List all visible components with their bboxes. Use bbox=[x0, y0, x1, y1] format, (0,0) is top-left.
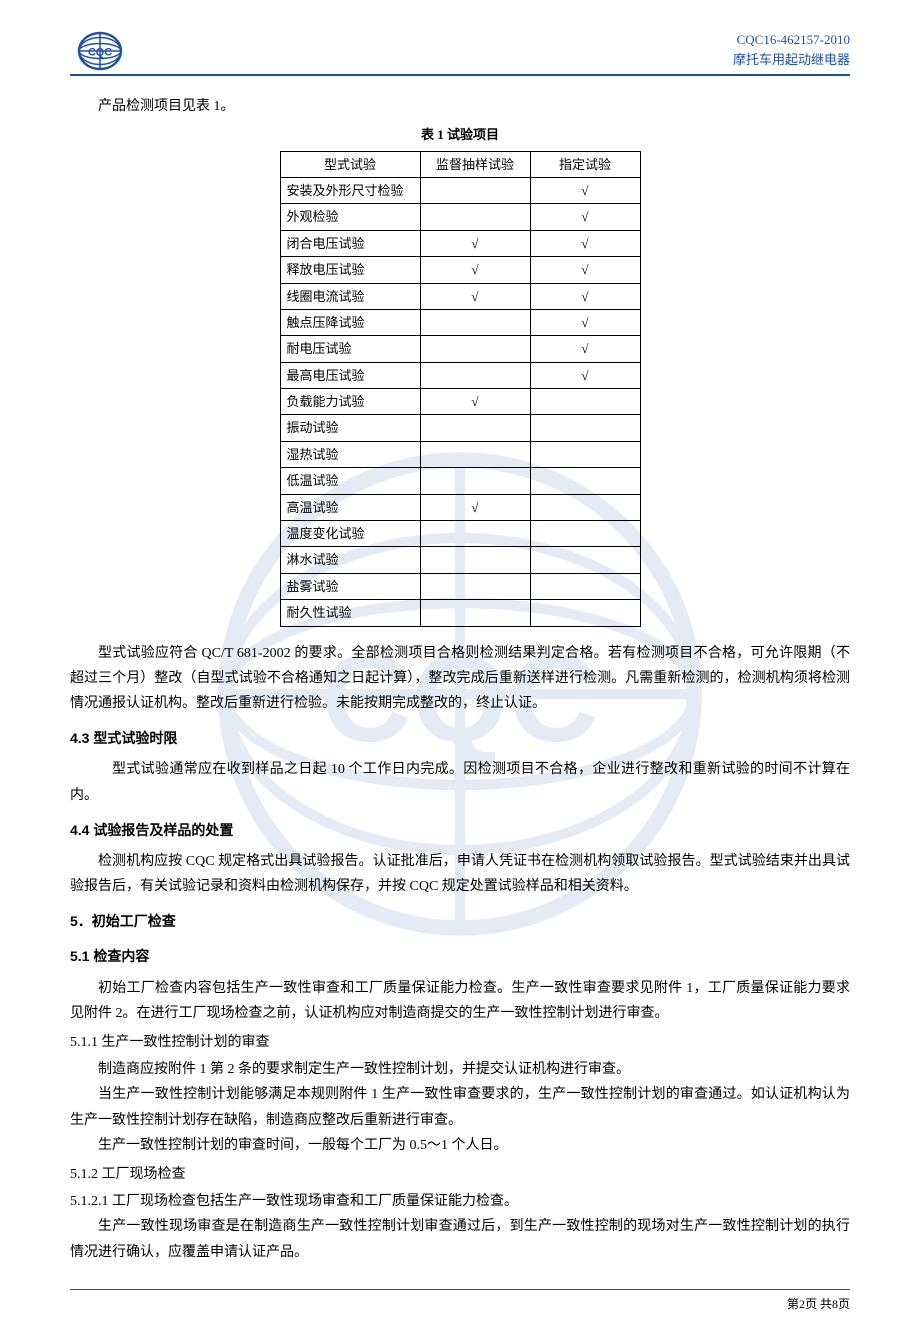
row-label: 安装及外形尺寸检验 bbox=[280, 177, 420, 203]
table-row: 线圈电流试验√√ bbox=[280, 283, 640, 309]
row-c3 bbox=[530, 521, 640, 547]
row-label: 低温试验 bbox=[280, 468, 420, 494]
row-c2: √ bbox=[420, 257, 530, 283]
table-row: 高温试验√ bbox=[280, 494, 640, 520]
row-label: 盐雾试验 bbox=[280, 573, 420, 599]
row-c2: √ bbox=[420, 389, 530, 415]
doc-code: CQC16-462157-2010 bbox=[733, 30, 850, 50]
table-row: 振动试验 bbox=[280, 415, 640, 441]
heading-5-1-1: 5.1.1 生产一致性控制计划的审查 bbox=[70, 1030, 850, 1055]
row-c2 bbox=[420, 362, 530, 388]
row-label: 高温试验 bbox=[280, 494, 420, 520]
page-number: 第2页 共8页 bbox=[70, 1294, 850, 1316]
para-4-3: 型式试验通常应在收到样品之日起 10 个工作日内完成。因检测项目不合格，企业进行… bbox=[70, 757, 850, 807]
para-5-1: 初始工厂检查内容包括生产一致性审查和工厂质量保证能力检查。生产一致性审查要求见附… bbox=[70, 976, 850, 1026]
heading-5-1-2: 5.1.2 工厂现场检查 bbox=[70, 1162, 850, 1187]
row-c3 bbox=[530, 389, 640, 415]
row-c3: √ bbox=[530, 309, 640, 335]
cqc-logo: CQC bbox=[70, 30, 130, 72]
page-header: CQC CQC16-462157-2010 摩托车用起动继电器 bbox=[70, 30, 850, 76]
row-c2: √ bbox=[420, 494, 530, 520]
table-row: 安装及外形尺寸检验 √ bbox=[280, 177, 640, 203]
row-label: 振动试验 bbox=[280, 415, 420, 441]
para-4-4: 检测机构应按 CQC 规定格式出具试验报告。认证批准后，申请人凭证书在检测机构领… bbox=[70, 849, 850, 899]
row-c3: √ bbox=[530, 336, 640, 362]
row-c3 bbox=[530, 415, 640, 441]
table-row: 淋水试验 bbox=[280, 547, 640, 573]
row-c3 bbox=[530, 600, 640, 626]
row-label: 触点压降试验 bbox=[280, 309, 420, 335]
table-row: 耐电压试验 √ bbox=[280, 336, 640, 362]
row-c3 bbox=[530, 573, 640, 599]
footer-rule bbox=[70, 1289, 850, 1290]
row-c2 bbox=[420, 468, 530, 494]
row-c2 bbox=[420, 600, 530, 626]
header-doc-info: CQC16-462157-2010 摩托车用起动继电器 bbox=[733, 30, 850, 69]
para-5-1-2-1: 生产一致性现场审查是在制造商生产一致性控制计划审查通过后，到生产一致性控制的现场… bbox=[70, 1214, 850, 1264]
th-col1: 型式试验 bbox=[280, 151, 420, 177]
th-col3: 指定试验 bbox=[530, 151, 640, 177]
row-label: 释放电压试验 bbox=[280, 257, 420, 283]
heading-4-4: 4.4 试验报告及样品的处置 bbox=[70, 818, 850, 843]
row-label: 淋水试验 bbox=[280, 547, 420, 573]
svg-text:CQC: CQC bbox=[88, 47, 112, 59]
row-c3 bbox=[530, 441, 640, 467]
table-row: 触点压降试验 √ bbox=[280, 309, 640, 335]
row-c3: √ bbox=[530, 204, 640, 230]
row-label: 负载能力试验 bbox=[280, 389, 420, 415]
table-row: 湿热试验 bbox=[280, 441, 640, 467]
table-row: 闭合电压试验√√ bbox=[280, 230, 640, 256]
row-c3: √ bbox=[530, 230, 640, 256]
para-5-1-1-c: 生产一致性控制计划的审查时间，一般每个工厂为 0.5～1 个人日。 bbox=[70, 1133, 850, 1158]
heading-5-1: 5.1 检查内容 bbox=[70, 944, 850, 969]
table-row: 低温试验 bbox=[280, 468, 640, 494]
row-label: 闭合电压试验 bbox=[280, 230, 420, 256]
row-c2: √ bbox=[420, 283, 530, 309]
row-c2 bbox=[420, 547, 530, 573]
row-c3 bbox=[530, 468, 640, 494]
para-type-test-req: 型式试验应符合 QC/T 681-2002 的要求。全部检测项目合格则检测结果判… bbox=[70, 641, 850, 717]
row-c3: √ bbox=[530, 177, 640, 203]
table-row: 外观检验 √ bbox=[280, 204, 640, 230]
row-c2: √ bbox=[420, 230, 530, 256]
table-header-row: 型式试验 监督抽样试验 指定试验 bbox=[280, 151, 640, 177]
table-caption: 表 1 试验项目 bbox=[70, 123, 850, 146]
table-row: 负载能力试验√ bbox=[280, 389, 640, 415]
row-c3: √ bbox=[530, 283, 640, 309]
heading-5-1-2-1: 5.1.2.1 工厂现场检查包括生产一致性现场审查和工厂质量保证能力检查。 bbox=[70, 1189, 850, 1214]
th-col2: 监督抽样试验 bbox=[420, 151, 530, 177]
row-c2 bbox=[420, 521, 530, 547]
doc-title: 摩托车用起动继电器 bbox=[733, 50, 850, 70]
row-label: 温度变化试验 bbox=[280, 521, 420, 547]
table-row: 耐久性试验 bbox=[280, 600, 640, 626]
row-c3 bbox=[530, 547, 640, 573]
table-row: 盐雾试验 bbox=[280, 573, 640, 599]
row-c2 bbox=[420, 415, 530, 441]
table-row: 温度变化试验 bbox=[280, 521, 640, 547]
row-c3: √ bbox=[530, 362, 640, 388]
table-row: 最高电压试验 √ bbox=[280, 362, 640, 388]
row-c2 bbox=[420, 204, 530, 230]
row-label: 湿热试验 bbox=[280, 441, 420, 467]
row-label: 最高电压试验 bbox=[280, 362, 420, 388]
row-c2 bbox=[420, 177, 530, 203]
row-c2 bbox=[420, 336, 530, 362]
row-c2 bbox=[420, 573, 530, 599]
row-c3: √ bbox=[530, 257, 640, 283]
para-5-1-1-a: 制造商应按附件 1 第 2 条的要求制定生产一致性控制计划，并提交认证机构进行审… bbox=[70, 1057, 850, 1082]
row-label: 耐久性试验 bbox=[280, 600, 420, 626]
row-c2 bbox=[420, 441, 530, 467]
intro-line: 产品检测项目见表 1。 bbox=[70, 94, 850, 119]
row-label: 线圈电流试验 bbox=[280, 283, 420, 309]
table-row: 释放电压试验√√ bbox=[280, 257, 640, 283]
test-items-table: 型式试验 监督抽样试验 指定试验 安装及外形尺寸检验√外观检验√闭合电压试验√√… bbox=[280, 151, 641, 627]
para-5-1-1-b: 当生产一致性控制计划能够满足本规则附件 1 生产一致性审查要求的，生产一致性控制… bbox=[70, 1082, 850, 1132]
heading-5: 5．初始工厂检查 bbox=[70, 909, 850, 934]
row-label: 外观检验 bbox=[280, 204, 420, 230]
heading-4-3: 4.3 型式试验时限 bbox=[70, 726, 850, 751]
row-c3 bbox=[530, 494, 640, 520]
row-c2 bbox=[420, 309, 530, 335]
row-label: 耐电压试验 bbox=[280, 336, 420, 362]
